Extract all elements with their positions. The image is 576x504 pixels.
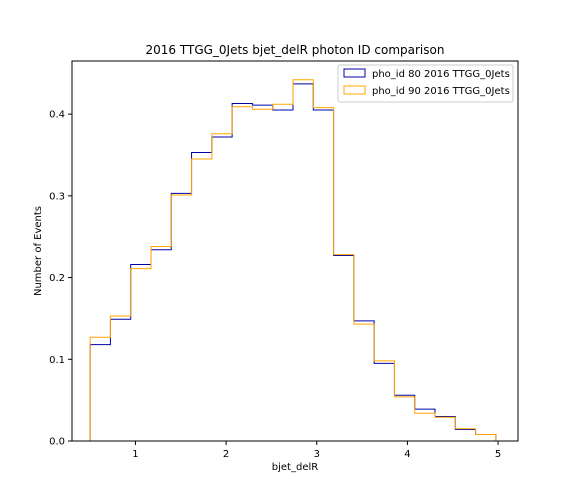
y-tick-label: 0.4 — [49, 110, 65, 121]
x-tick-label: 5 — [495, 449, 501, 460]
legend-label-pho-id-90: pho_id 90 2016 TTGG_0Jets — [372, 86, 510, 97]
x-axis-ticks: 1 2 3 4 5 — [132, 441, 501, 460]
chart-title: 2016 TTGG_0Jets bjet_delR photon ID comp… — [146, 43, 445, 57]
plot-frame — [71, 60, 519, 442]
x-tick-label: 4 — [404, 449, 410, 460]
x-tick-label: 1 — [132, 449, 138, 460]
x-tick-label: 3 — [314, 449, 320, 460]
legend-box — [337, 64, 514, 103]
x-axis-label: bjet_delR — [272, 462, 318, 473]
y-axis-ticks: 0.0 0.1 0.2 0.3 0.4 — [49, 110, 72, 448]
x-tick-label: 2 — [223, 449, 229, 460]
y-axis-label: Number of Events — [33, 206, 44, 296]
legend: pho_id 80 2016 TTGG_0Jets pho_id 90 2016… — [337, 64, 514, 103]
series-line-1 — [89, 79, 497, 441]
y-tick-label: 0.0 — [49, 437, 65, 448]
plot-area: 1 2 3 4 5 0.0 0.1 0.2 0.3 0.4 — [49, 60, 519, 460]
y-tick-label: 0.2 — [49, 273, 65, 284]
legend-swatch-pho-id-80 — [343, 68, 366, 78]
series-layer — [89, 79, 497, 441]
legend-label-pho-id-80: pho_id 80 2016 TTGG_0Jets — [372, 69, 510, 80]
y-tick-label: 0.1 — [49, 355, 65, 366]
y-tick-label: 0.3 — [49, 191, 65, 202]
legend-swatch-pho-id-90 — [343, 85, 366, 95]
